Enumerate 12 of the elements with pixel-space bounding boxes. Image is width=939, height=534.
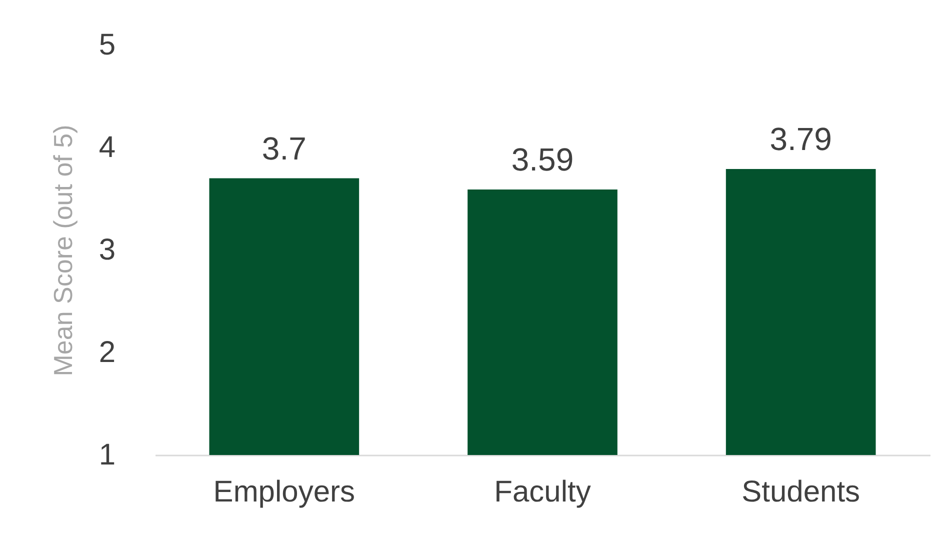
y-tick-label: 3 (98, 234, 116, 266)
x-tick-label: Students (742, 476, 860, 508)
y-tick-label: 1 (98, 438, 116, 472)
y-tick-label: 5 (98, 28, 116, 62)
y-tick-label: 4 (98, 131, 116, 164)
y-axis-title: Mean Score (out of 5) (48, 124, 78, 376)
data-label: 3.59 (511, 142, 574, 178)
x-tick-label: Employers (213, 476, 356, 508)
x-tick-label: Faculty (494, 476, 591, 508)
data-label: 3.79 (770, 121, 832, 158)
data-label: 3.7 (262, 130, 306, 166)
y-tick-label: 2 (98, 336, 116, 369)
